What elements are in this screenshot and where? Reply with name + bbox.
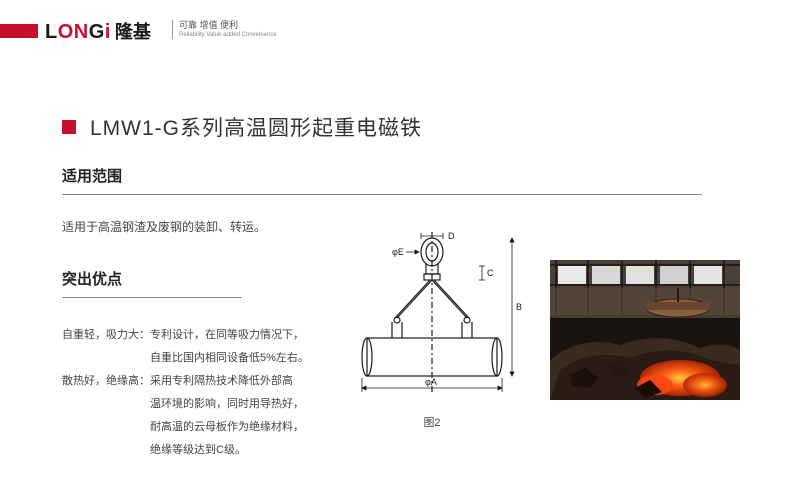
tagline-en: Reliability Value-added Convenience <box>179 32 277 40</box>
diagram-caption: 图2 <box>342 414 522 430</box>
feature-line: 耐高温的云母板作为绝缘材料， <box>150 421 304 433</box>
feature-label: 自重轻，吸力大： <box>62 324 150 347</box>
section-advantages-header: 突出优点 <box>62 268 242 289</box>
logo: LONGi 隆基 <box>45 18 151 44</box>
dim-e: φE <box>392 247 404 257</box>
diagram-svg: D φE C B φA <box>342 230 522 405</box>
section-advantages: 突出优点 <box>62 268 242 298</box>
feature-item: 散热好，绝缘高：采用专利隔热技术降低外部高 散热好，绝缘高：温环境的影响，同时用… <box>62 370 312 462</box>
feature-line: 专利设计，在同等吸力情况下， <box>150 329 304 341</box>
feature-list: 自重轻，吸力大：专利设计，在同等吸力情况下， 自重轻，吸力大：自重比国内相同设备… <box>62 324 312 463</box>
dim-b: B <box>516 302 522 312</box>
scope-description: 适用于高温钢渣及废钢的装卸、转运。 <box>62 218 266 235</box>
tagline: 可靠 增值 便利 Reliability Value-added Conveni… <box>172 20 277 39</box>
feature-label: 散热好，绝缘高： <box>62 370 150 393</box>
page-title: LMW1-G系列高温圆形起重电磁铁 <box>90 112 422 142</box>
feature-line: 温环境的影响，同时用导热好， <box>150 398 304 410</box>
logo-text: LONGi <box>45 21 111 44</box>
title-square-icon <box>62 120 76 134</box>
feature-line: 采用专利隔热技术降低外部高 <box>150 375 293 387</box>
feature-line: 自重比国内相同设备低5%左右。 <box>150 352 309 364</box>
dim-c: C <box>487 268 494 278</box>
divider <box>62 297 242 298</box>
logo-cn: 隆基 <box>115 18 151 44</box>
photo-svg <box>550 260 740 400</box>
divider <box>62 194 702 195</box>
dim-d: D <box>448 231 455 241</box>
application-photo <box>550 260 740 400</box>
tagline-cn: 可靠 增值 便利 <box>179 20 277 32</box>
feature-item: 自重轻，吸力大：专利设计，在同等吸力情况下， 自重轻，吸力大：自重比国内相同设备… <box>62 324 312 370</box>
feature-line: 绝缘等级达到C级。 <box>150 444 246 456</box>
dim-a: φA <box>425 377 437 387</box>
section-scope: 适用范围 <box>62 165 702 195</box>
technical-diagram: D φE C B φA 图2 <box>342 230 522 430</box>
header-red-bar <box>0 24 38 38</box>
section-scope-header: 适用范围 <box>62 165 702 186</box>
page-title-row: LMW1-G系列高温圆形起重电磁铁 <box>62 112 422 142</box>
